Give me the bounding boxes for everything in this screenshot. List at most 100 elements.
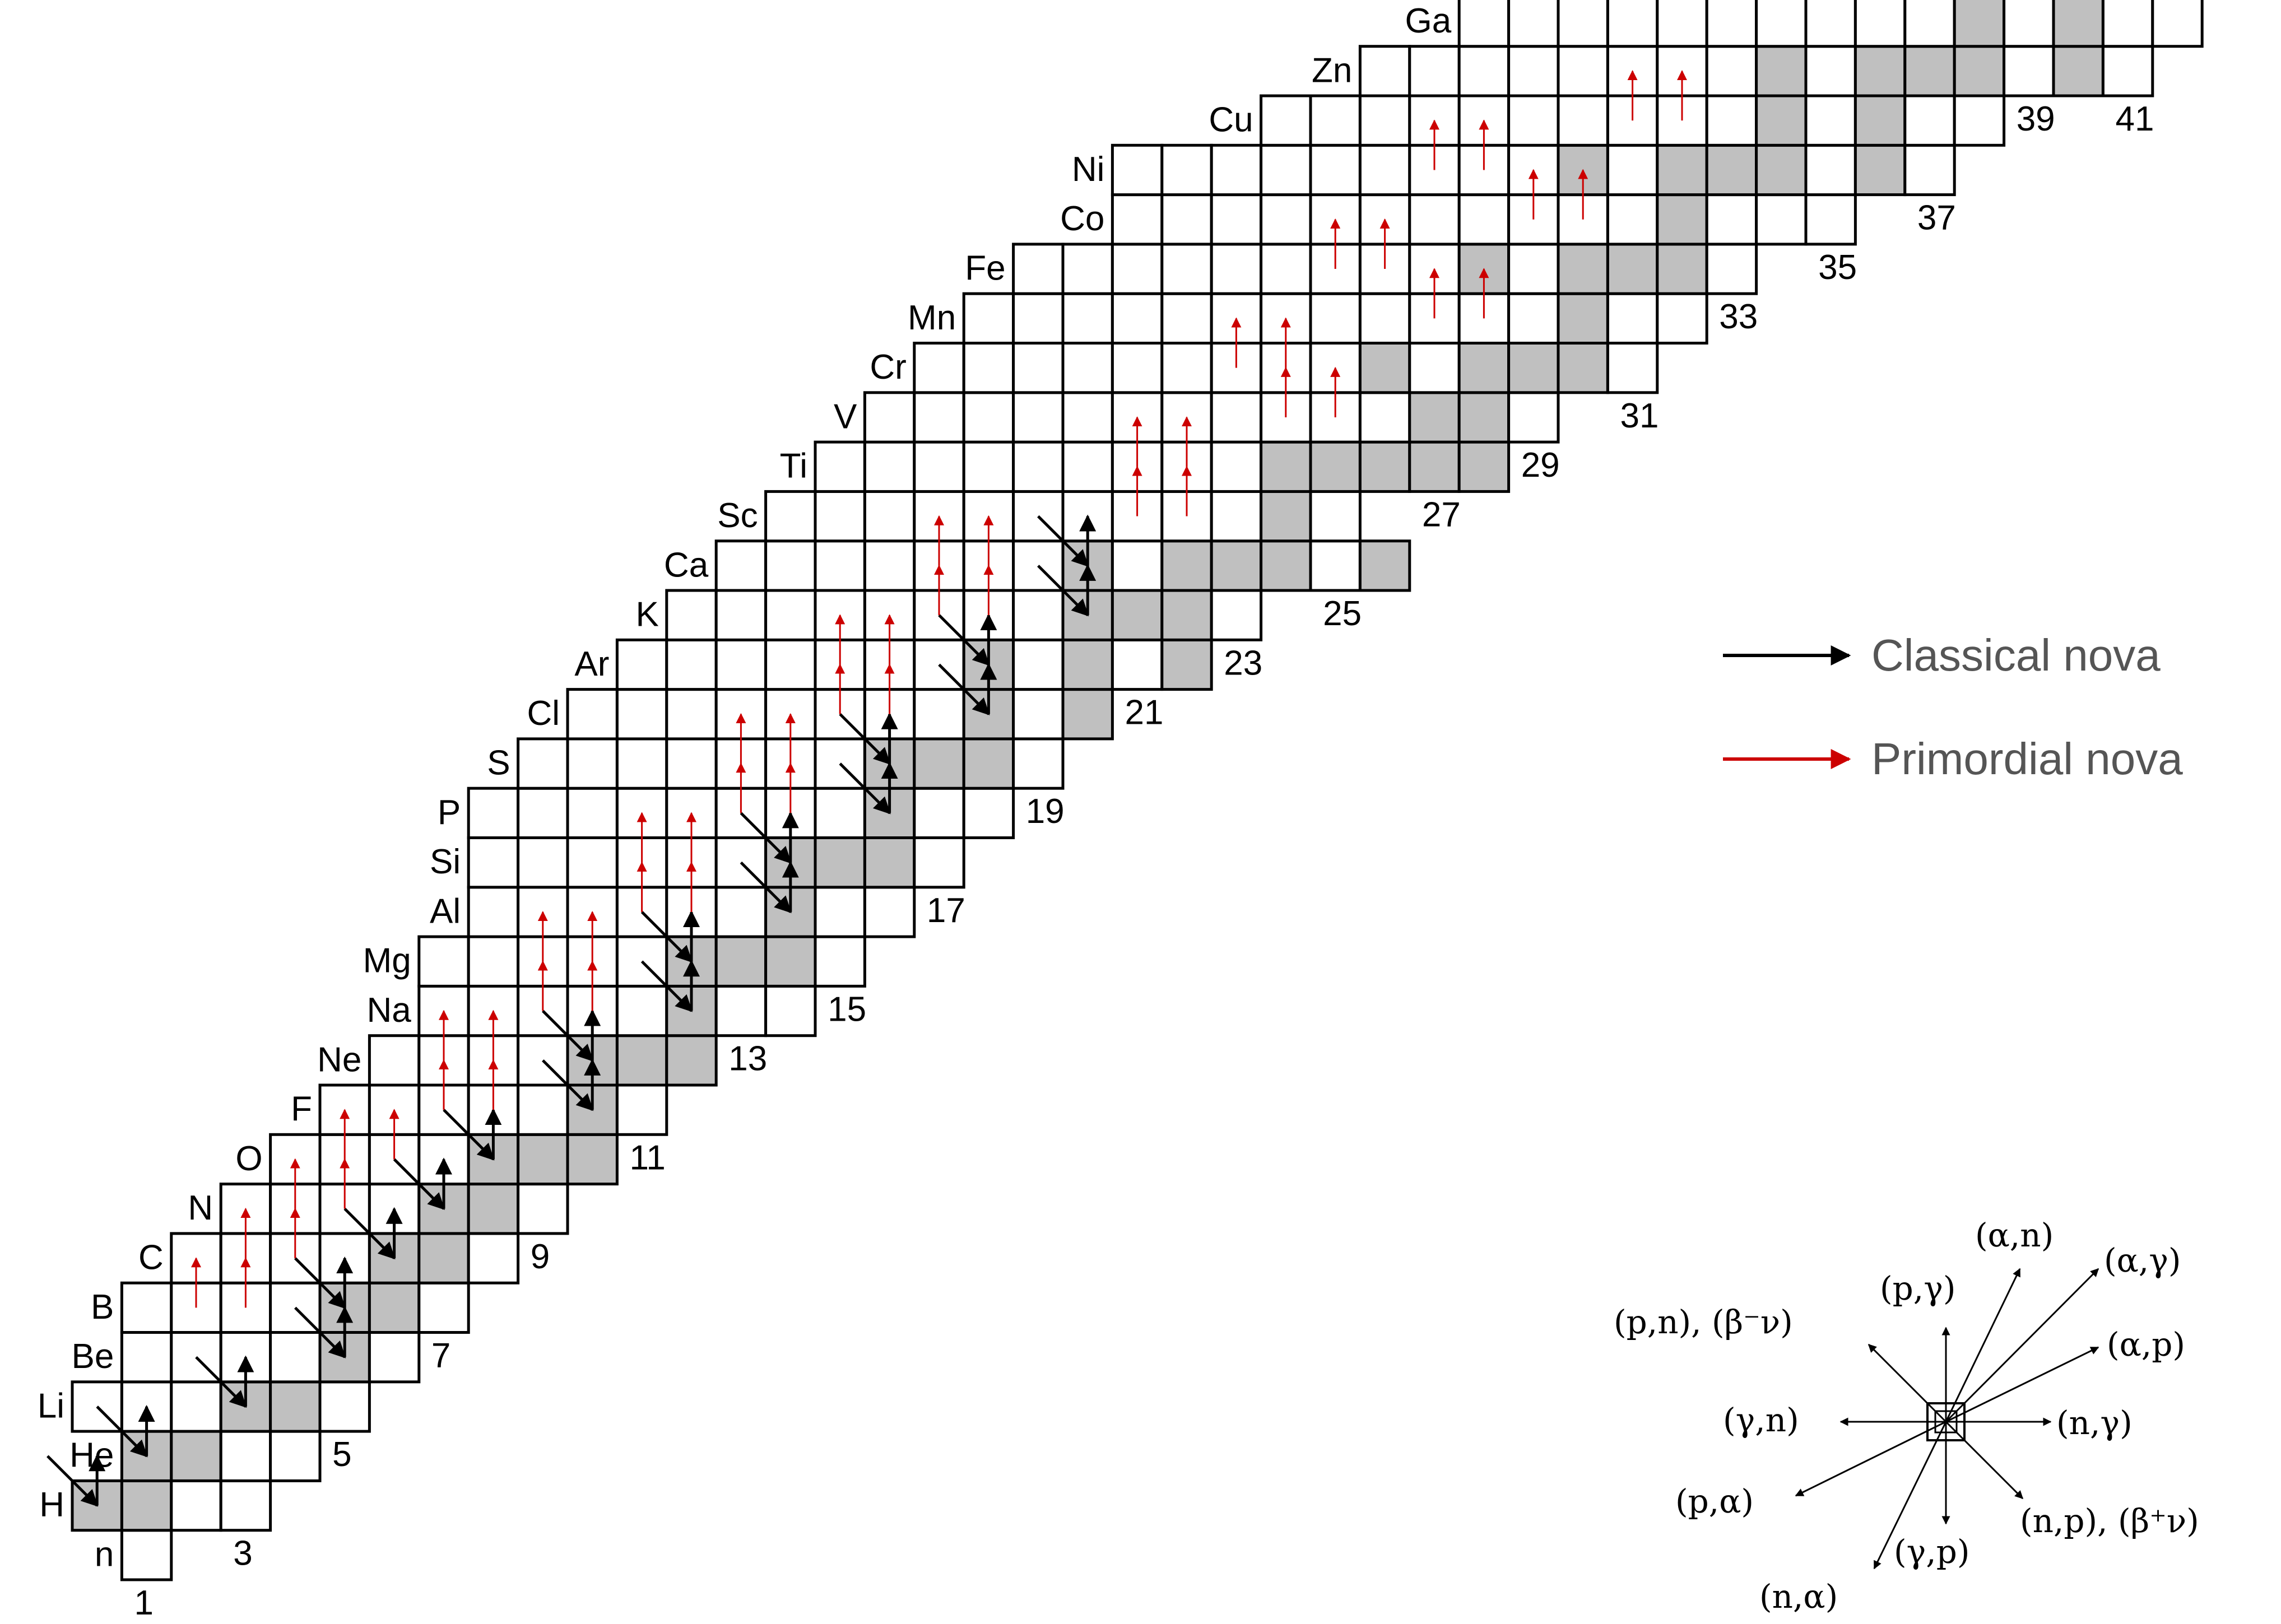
flow-classical-beta-p <box>839 762 891 815</box>
nuclide-cell-ti-28 <box>1457 440 1511 493</box>
nuclide-cell-k-19 <box>1012 589 1065 641</box>
nuclide-cell-cl-11 <box>615 688 668 741</box>
nuclide-cell-ni-37 <box>1903 143 1956 197</box>
nuclide-cell-h-2 <box>170 1479 222 1532</box>
element-label-s: S <box>487 743 510 782</box>
nuclide-cell-co-33 <box>1705 193 1758 246</box>
nuclide-cell-mg-15 <box>814 935 866 988</box>
nuclide-cell-ti-26 <box>1358 440 1411 493</box>
neutron-label-23: 23 <box>1224 644 1262 682</box>
flow-classical-beta-he <box>96 1406 148 1458</box>
element-label-co: Co <box>1060 199 1104 238</box>
nuclide-cell-cl-17 <box>913 688 965 741</box>
nuclide-cell-cr-20 <box>1061 342 1114 394</box>
element-label-cr: Cr <box>870 348 906 387</box>
neutron-label-29: 29 <box>1521 446 1560 485</box>
neutron-label-17: 17 <box>927 891 965 930</box>
reaction-key: (α,n) (p,γ) (α,γ) (p,n), (β⁻ν) (α,p) (γ,… <box>1614 1216 2199 1616</box>
key-label-gamma-n: (γ,n) <box>1723 1401 1799 1439</box>
nuclide-cell-co-31 <box>1606 193 1659 246</box>
nuclide-cell-f-11 <box>615 1083 668 1136</box>
nuclide-cell-al-8 <box>467 886 520 938</box>
element-label-c: C <box>138 1238 164 1277</box>
element-label-be: Be <box>72 1337 114 1376</box>
nuclide-cell-fe-24 <box>1260 243 1312 295</box>
nuclide-cell-si-10 <box>566 836 619 889</box>
nuclide-cell-ga-37 <box>1903 0 1956 48</box>
nuclide-cell-co-28 <box>1457 193 1511 246</box>
neutron-label-31: 31 <box>1620 397 1659 435</box>
nuclide-cell-ar-22 <box>1160 638 1213 691</box>
nuclide-cell-zn-26 <box>1358 45 1411 97</box>
nuclide-cell-v-20 <box>1061 391 1114 444</box>
element-label-b: B <box>91 1288 114 1327</box>
nuclide-cell-mn-25 <box>1309 292 1362 345</box>
nuclide-cell-cr-26 <box>1358 342 1411 394</box>
key-label-np-beta-plus: (n,p), (β⁺ν) <box>2020 1502 2199 1540</box>
element-label-al: Al <box>430 892 461 930</box>
element-label-n: N <box>188 1189 213 1227</box>
nuclide-cell-fe-22 <box>1160 243 1213 295</box>
nuclide-cell-ti-18 <box>962 440 1015 493</box>
nuclide-cell-cu-38 <box>1953 94 2006 147</box>
nuclide-cell-zn-28 <box>1457 45 1511 97</box>
nuclide-cell-s-11 <box>615 737 668 790</box>
key-label-n-alpha: (n,α) <box>1759 1578 1838 1616</box>
nuclide-cell-k-23 <box>1210 589 1263 641</box>
nuclide-cell-ca-13 <box>714 539 768 592</box>
nuclide-cell-ne-11 <box>615 1034 668 1087</box>
nuclide-cell-he-3 <box>219 1430 272 1482</box>
element-label-he: He <box>69 1436 114 1475</box>
element-label-na: Na <box>367 991 412 1030</box>
nuclide-cell-co-24 <box>1260 193 1312 246</box>
key-label-p-gamma: (p,γ) <box>1880 1269 1955 1307</box>
nuclide-cell-na-13 <box>714 984 768 1037</box>
nuclide-cell-s-18 <box>962 737 1015 790</box>
neutron-label-9: 9 <box>531 1237 550 1276</box>
element-label-o: O <box>235 1139 262 1178</box>
neutron-label-3: 3 <box>233 1534 252 1573</box>
nuclide-cell-ga-35 <box>1804 0 1857 48</box>
neutron-label-19: 19 <box>1026 792 1065 831</box>
nuclide-cell-v-28 <box>1457 391 1511 444</box>
nuclide-cell-fe-23 <box>1210 243 1263 295</box>
nuclide-cell-li-2 <box>170 1380 222 1433</box>
nuclide-cell-p-15 <box>814 787 866 839</box>
nuclide-cell-cu-34 <box>1755 94 1808 147</box>
nuclide-cell-mn-32 <box>1656 292 1708 345</box>
nuclide-cell-fe-33 <box>1705 243 1758 295</box>
flow-classical-beta-h <box>47 1455 99 1507</box>
nuclide-cell-be-6 <box>368 1331 421 1384</box>
key-label-alpha-gamma: (α,γ) <box>2104 1241 2181 1279</box>
nuclide-cell-o-10 <box>566 1133 619 1186</box>
nuclide-cell-zn-41 <box>2101 45 2154 97</box>
element-label-li: Li <box>38 1386 64 1425</box>
key-label-p-alpha: (p,α) <box>1675 1482 1754 1520</box>
nuclide-cell-co-22 <box>1160 193 1213 246</box>
nuclide-cell-ti-27 <box>1408 440 1461 493</box>
nuclide-cell-p-10 <box>566 787 619 839</box>
flow-classical-beta-ar <box>938 614 990 666</box>
nuclide-cell-zn-37 <box>1903 45 1956 97</box>
nuclide-cell-ga-34 <box>1755 0 1808 48</box>
nuclide-cell-ar-21 <box>1111 638 1164 691</box>
nuclide-cell-na-11 <box>615 984 668 1037</box>
flow-classical-beta-f <box>542 1059 594 1111</box>
nuclide-cell-fe-21 <box>1111 243 1164 295</box>
neutron-label-11: 11 <box>630 1138 666 1177</box>
nuclide-cell-mn-20 <box>1061 292 1114 345</box>
nuclide-cell-al-15 <box>814 886 866 938</box>
neutron-label-13: 13 <box>728 1040 767 1078</box>
nuclide-cell-f-9 <box>517 1083 569 1136</box>
nuclide-cell-co-23 <box>1210 193 1263 246</box>
flow-classical-beta-ne <box>542 1009 594 1062</box>
nuclide-cell-mn-30 <box>1557 292 1609 345</box>
key-label-alpha-p: (α,p) <box>2107 1325 2185 1364</box>
nuclide-cell-zn-39 <box>2003 45 2055 97</box>
nuclide-cell-mn-18 <box>962 292 1015 345</box>
nuclide-cell-li-5 <box>318 1380 371 1433</box>
nuclide-cell-cu-29 <box>1507 94 1560 147</box>
nuclide-cell-zn-38 <box>1953 45 2006 97</box>
